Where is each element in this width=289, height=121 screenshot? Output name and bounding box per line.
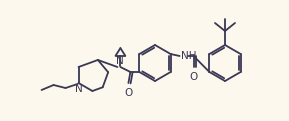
Text: NH: NH (181, 51, 196, 61)
Text: N: N (75, 84, 82, 94)
Text: O: O (190, 72, 198, 82)
Text: O: O (124, 88, 133, 98)
Text: N: N (116, 56, 123, 66)
